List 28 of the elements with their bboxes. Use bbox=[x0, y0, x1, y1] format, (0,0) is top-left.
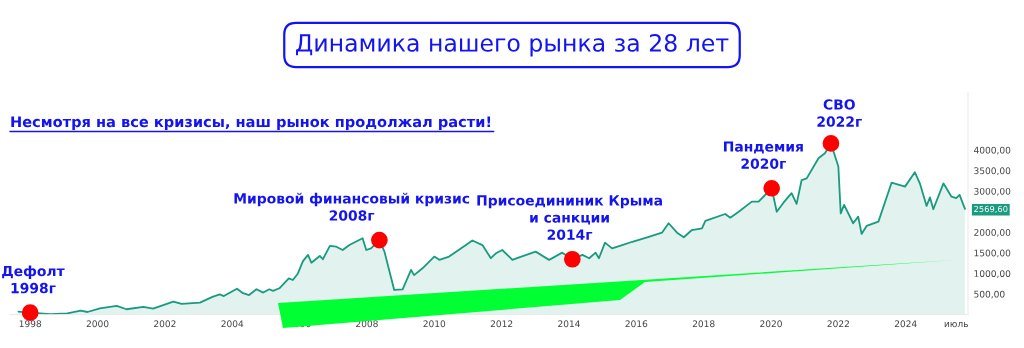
y-tick-label: 2000,00 bbox=[974, 229, 1011, 237]
x-tick-label: 2018 bbox=[692, 320, 715, 328]
annotation: Присоедининик Крыма и санкции 2014г bbox=[477, 195, 662, 240]
x-tick-label: 2014 bbox=[558, 320, 580, 328]
y-tick-label: 3500,00 bbox=[974, 167, 1011, 176]
annotation: Дефолт 1998г bbox=[2, 265, 65, 294]
x-tick-label: 2010 bbox=[423, 320, 446, 328]
annotation: Пандемия 2020г bbox=[724, 141, 803, 169]
y-tick-label: 500,00 bbox=[974, 290, 1005, 299]
x-tick-label: 2004 bbox=[221, 320, 244, 328]
x-tick-label: 2016 bbox=[625, 320, 648, 328]
y-tick-label: 4000,00 bbox=[974, 146, 1011, 155]
y-tick-label: 1500,00 bbox=[974, 249, 1011, 258]
annotation: Мировой финансовый кризис 2008г bbox=[234, 192, 470, 221]
x-tick-label: 2022 bbox=[827, 320, 849, 328]
x-tick-label: 2020 bbox=[760, 320, 782, 328]
text: Несмотря на все кризисы, наш рынок продолжал расти! bbox=[11, 116, 491, 131]
x-tick-label: 2002 bbox=[154, 320, 176, 328]
chart-title: Динамика нашего рынка за 28 лет bbox=[296, 33, 729, 57]
annotation: СВО 2022г bbox=[817, 99, 862, 127]
y-tick-label: 3000,00 bbox=[974, 187, 1011, 196]
x-tick-label: 2012 bbox=[490, 320, 513, 328]
x-tick-label: 2000 bbox=[86, 320, 109, 328]
x-tick-label: июль bbox=[944, 321, 968, 328]
y-tick-label: 1000,00 bbox=[974, 270, 1011, 278]
y-tick-label: 2569,60 bbox=[974, 205, 1008, 213]
x-tick-label: 2024 bbox=[894, 320, 917, 328]
x-tick-label: 1998 bbox=[19, 320, 42, 328]
